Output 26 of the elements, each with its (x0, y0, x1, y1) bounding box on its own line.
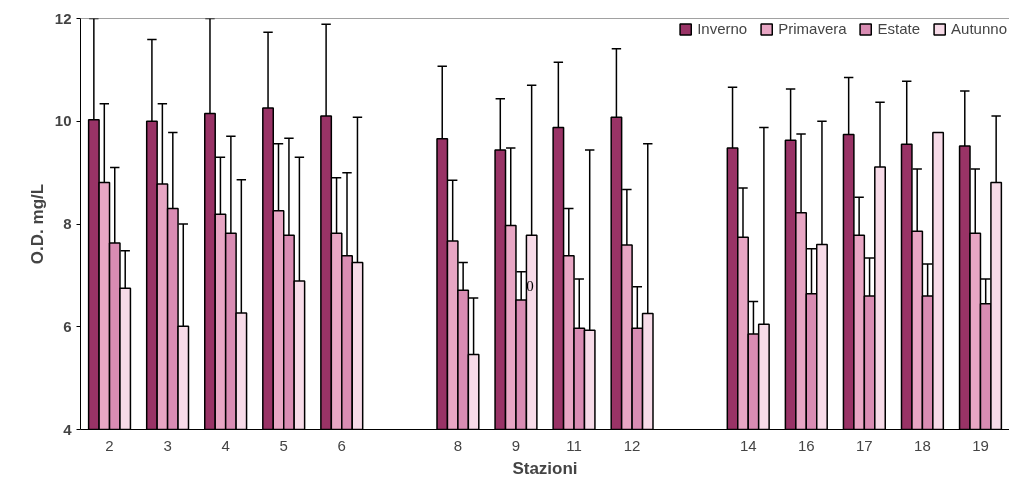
y-tick-label: 12 (54, 9, 72, 27)
y-tick-label: 8 (63, 215, 72, 232)
x-tick-label: 14 (739, 436, 757, 454)
y-tick-label: 4 (63, 420, 73, 438)
x-tick-label: 19 (972, 436, 989, 454)
x-tick-label: 4 (221, 436, 230, 454)
x-tick-label: 3 (163, 436, 172, 454)
x-axis-title: Stazioni (512, 458, 578, 478)
legend-label: Primavera (778, 20, 847, 37)
x-tick-label: 16 (797, 436, 815, 454)
x-tick-label: 2 (105, 436, 114, 454)
x-tick-label: 12 (623, 436, 641, 454)
x-tick-label: 5 (279, 436, 288, 454)
y-tick-label: 10 (54, 112, 72, 130)
x-tick-label: 9 (511, 436, 521, 454)
x-tick-label: 17 (856, 436, 873, 454)
x-tick-label: 8 (453, 436, 463, 454)
legend-label: Estate (877, 20, 921, 37)
annotation: 0 (526, 277, 534, 294)
y-tick-label: 6 (63, 317, 72, 335)
legend-label: Inverno (697, 20, 748, 37)
y-axis-title: O.D. mg/L (27, 183, 47, 265)
x-tick-label: 11 (566, 436, 582, 454)
x-tick-label: 6 (337, 436, 346, 454)
x-tick-label: 18 (914, 436, 931, 454)
legend-label: Autunno (951, 20, 1007, 37)
